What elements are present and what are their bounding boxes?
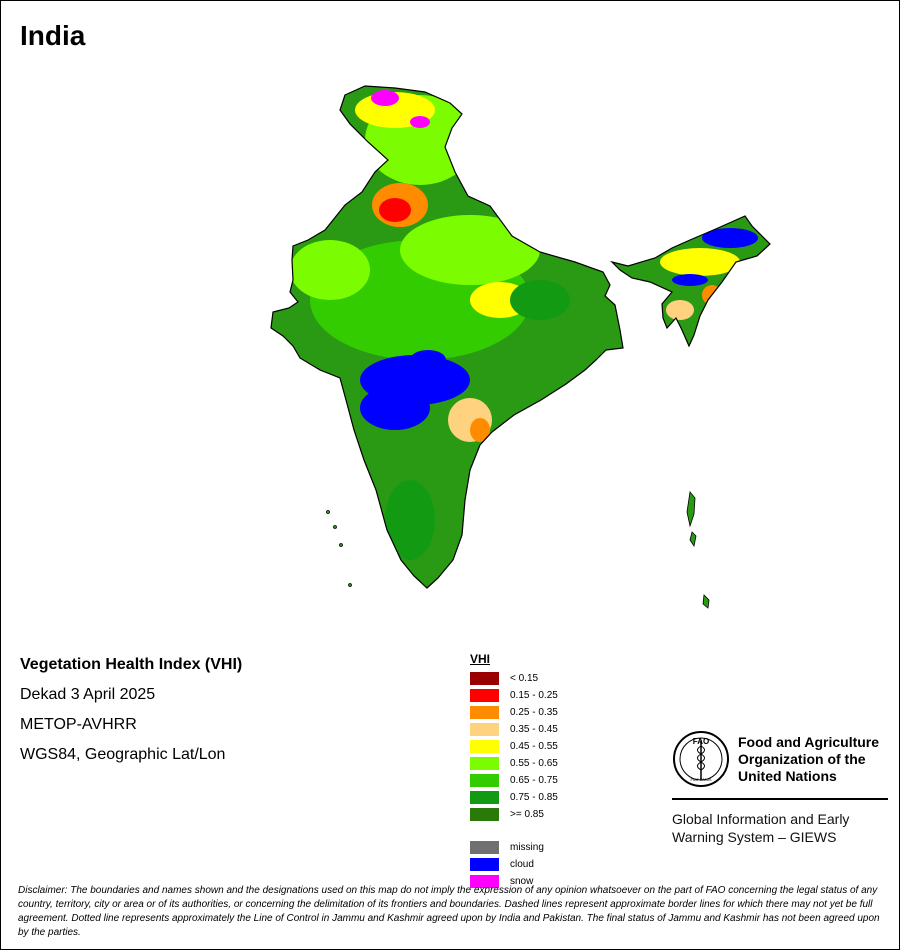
legend-class-item: 0.35 - 0.45: [470, 721, 558, 738]
vhi-legend: VHI < 0.15 0.15 - 0.25 0.25 - 0.35 0.35 - 0…: [470, 652, 558, 890]
legend-class-item: < 0.15: [470, 670, 558, 687]
legend-class-swatch: [470, 706, 499, 719]
legend-class-swatch: [470, 791, 499, 804]
page-title: India: [20, 20, 86, 51]
island-groups: [326, 491, 710, 609]
legend-class-swatch: [470, 774, 499, 787]
legend-class-item: 0.65 - 0.75: [470, 772, 558, 789]
legend-special-label: missing: [510, 842, 544, 853]
legend-class-item: 0.55 - 0.65: [470, 755, 558, 772]
legend-classes: < 0.15 0.15 - 0.25 0.25 - 0.35 0.35 - 0.45 0…: [470, 670, 558, 823]
legend-special-swatch: [470, 858, 499, 871]
legend-special-label: snow: [510, 876, 534, 887]
fao-block: FAO FIAT PANIS Food and Agriculture Orga…: [672, 730, 888, 846]
projection-label: WGS84, Geographic Lat/Lon: [20, 746, 226, 763]
legend-class-label: 0.55 - 0.65: [510, 758, 558, 769]
legend-class-label: 0.75 - 0.85: [510, 792, 558, 803]
sensor-label: METOP-AVHRR: [20, 716, 137, 733]
legend-special-item: missing: [470, 839, 558, 856]
disclaimer: Disclaimer: The boundaries and names sho…: [18, 885, 880, 938]
legend-class-item: 0.15 - 0.25: [470, 687, 558, 704]
period-label: Dekad 3 April 2025: [20, 686, 156, 703]
legend-class-item: 0.45 - 0.55: [470, 738, 558, 755]
legend-class-swatch: [470, 740, 499, 753]
legend-class-label: 0.25 - 0.35: [510, 707, 558, 718]
legend-class-swatch: [470, 757, 499, 770]
product-name: Vegetation Health Index (VHI): [20, 656, 243, 673]
legend-special-swatch: [470, 841, 499, 854]
legend-class-item: 0.25 - 0.35: [470, 704, 558, 721]
legend-class-label: < 0.15: [510, 673, 539, 684]
vhi-map: [270, 85, 771, 609]
legend-special-item: snow: [470, 873, 558, 890]
fao-org-name: Food and Agriculture Organization of the…: [738, 733, 880, 784]
legend-class-label: 0.65 - 0.75: [510, 775, 558, 786]
legend-special-label: cloud: [510, 859, 534, 870]
giews-name: Global Information and Early Warning Sys…: [672, 811, 850, 845]
fao-divider: [672, 798, 888, 800]
legend-class-label: 0.35 - 0.45: [510, 724, 558, 735]
legend-class-item: 0.75 - 0.85: [470, 789, 558, 806]
legend-class-label: 0.45 - 0.55: [510, 741, 558, 752]
legend-class-label: >= 0.85: [510, 809, 544, 820]
fao-emblem-letters: FAO: [693, 737, 709, 746]
legend-class-swatch: [470, 672, 499, 685]
legend-class-swatch: [470, 689, 499, 702]
legend-class-swatch: [470, 723, 499, 736]
map-info: Vegetation Health Index (VHI) Dekad 3 Ap…: [20, 656, 242, 776]
fao-emblem-icon: FAO FIAT PANIS: [673, 731, 729, 787]
legend-title: VHI: [470, 652, 491, 666]
northeast-vegetation: [612, 216, 770, 346]
legend-class-label: 0.15 - 0.25: [510, 690, 558, 701]
legend-class-swatch: [470, 808, 499, 821]
legend-class-item: >= 0.85: [470, 806, 558, 823]
legend-special-swatch: [470, 875, 499, 888]
legend-special-item: cloud: [470, 856, 558, 873]
fao-emblem-motto: FIAT PANIS: [690, 777, 711, 782]
legend-special: missing cloud snow: [470, 839, 558, 890]
